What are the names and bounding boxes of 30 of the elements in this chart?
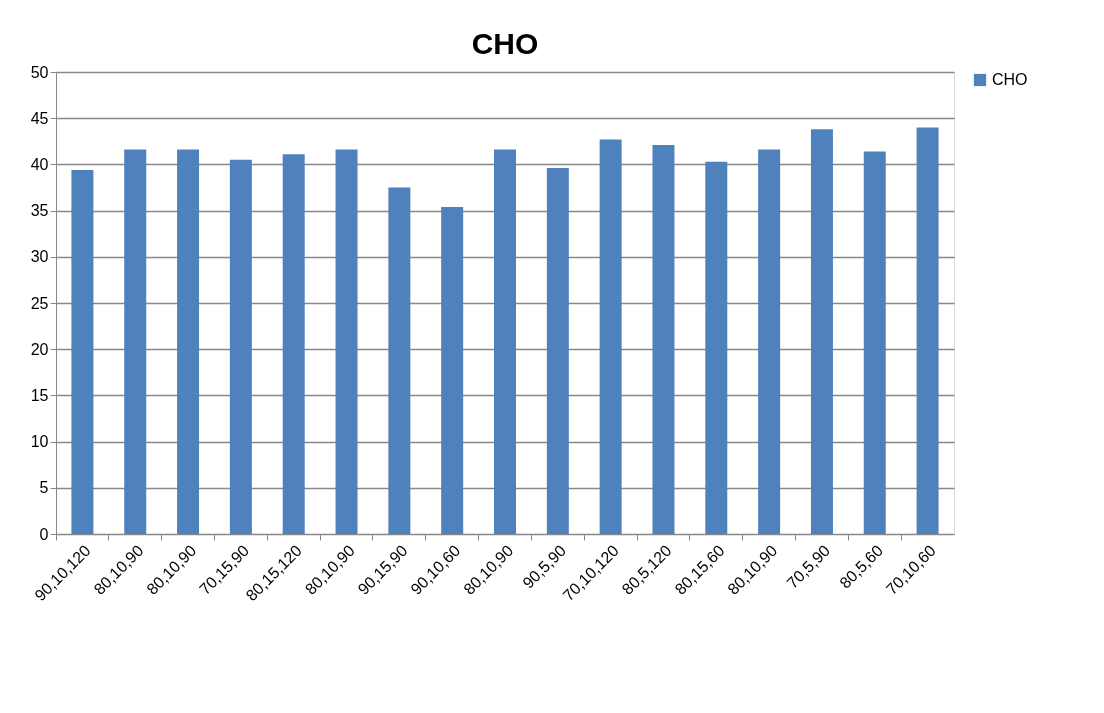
bar: [177, 149, 200, 534]
bar: [335, 149, 358, 534]
bar: [441, 206, 464, 534]
y-tick-label: 5: [39, 479, 49, 497]
bar: [652, 145, 675, 534]
bar: [758, 149, 781, 534]
bar: [229, 159, 252, 534]
bar: [863, 151, 886, 534]
y-tick-label: 40: [30, 155, 49, 173]
y-tick-label: 10: [30, 433, 49, 451]
bar: [282, 154, 305, 534]
bar: [916, 127, 939, 534]
bar: [124, 149, 147, 534]
y-tick-label: 35: [30, 202, 49, 220]
bar: [705, 161, 728, 534]
chart-title: CHO: [471, 27, 539, 60]
bar: [810, 129, 833, 534]
bar: [599, 139, 622, 534]
y-tick-label: 0: [39, 525, 49, 543]
y-tick-label: 15: [30, 386, 49, 404]
y-tick-label: 50: [30, 63, 49, 81]
legend-label: CHO: [992, 71, 1028, 88]
bar: [494, 149, 516, 534]
y-tick-label: 45: [30, 109, 49, 127]
y-tick-label: 25: [30, 294, 49, 312]
bar: [71, 169, 94, 534]
y-tick-label: 20: [30, 340, 49, 358]
y-tick-label: 30: [30, 248, 49, 266]
bar: [546, 168, 569, 534]
bar: [388, 187, 411, 534]
